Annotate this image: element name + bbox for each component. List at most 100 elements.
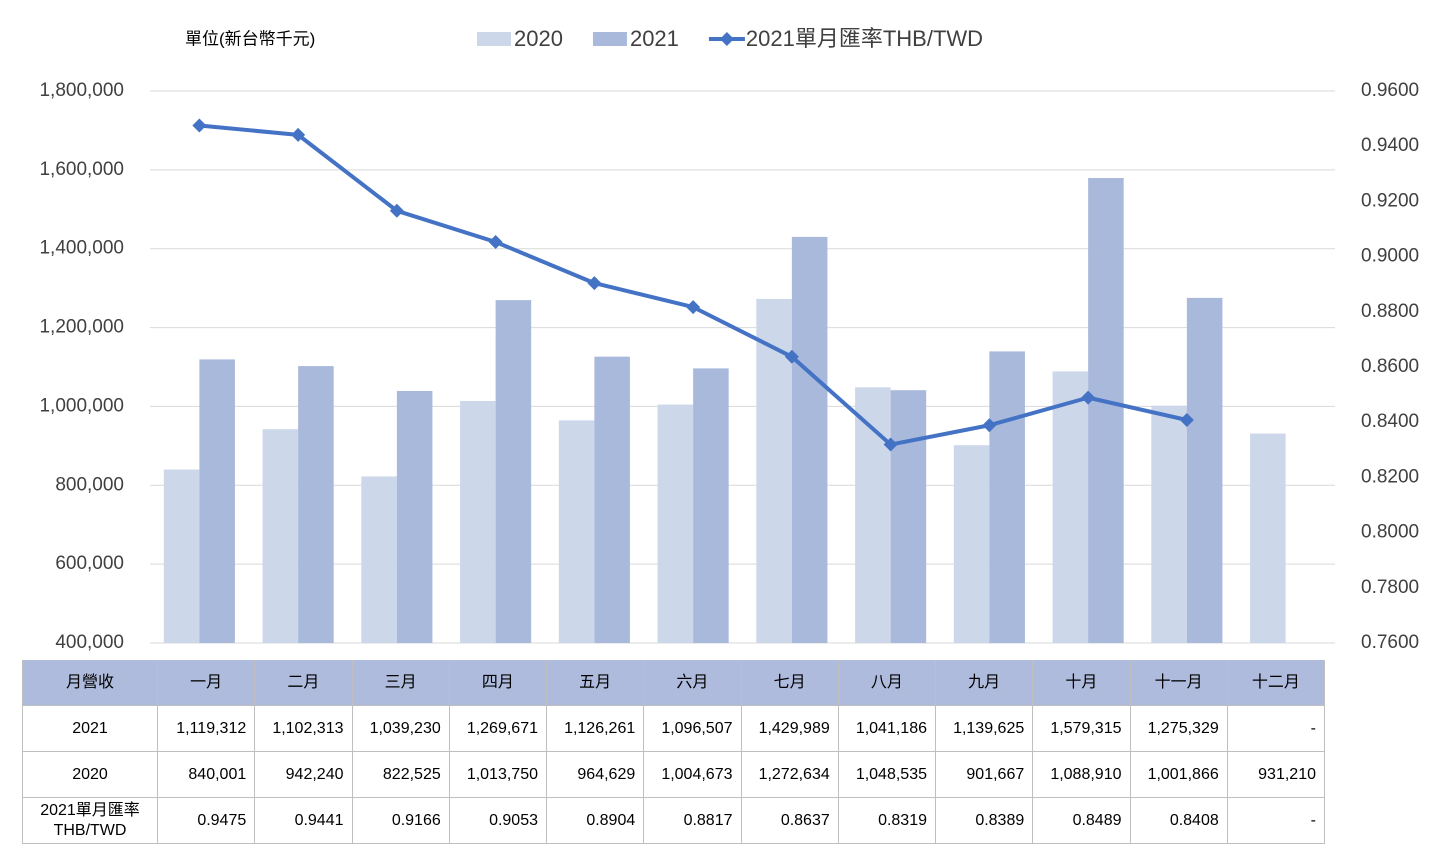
table-value: 1,126,261 — [547, 706, 645, 752]
table-value: 0.8904 — [547, 798, 645, 844]
bar — [558, 420, 595, 643]
table-value: 931,210 — [1227, 752, 1325, 798]
table-value: 1,041,186 — [838, 706, 936, 752]
y-tick-label: 1,000,000 — [39, 395, 124, 416]
y2-tick-label: 0.9000 — [1361, 246, 1419, 267]
table-value: 964,629 — [547, 752, 645, 798]
table-value: 1,579,315 — [1033, 706, 1131, 752]
legend-label: 2021 — [630, 26, 679, 51]
rate-marker — [192, 118, 207, 133]
table-value: 0.8817 — [644, 798, 742, 844]
table-value: 1,039,230 — [352, 706, 450, 752]
y2-tick-label: 0.9400 — [1361, 135, 1419, 156]
table-value: 0.8408 — [1130, 798, 1228, 844]
rate-marker — [982, 418, 997, 433]
table-value: 0.9053 — [449, 798, 547, 844]
table-value: 822,525 — [352, 752, 450, 798]
y2-tick-label: 0.7800 — [1361, 577, 1419, 598]
bar — [1151, 405, 1187, 643]
table-value: 0.9166 — [352, 798, 450, 844]
x-tick-label: 三月 — [352, 660, 450, 706]
x-tick-label: 十二月 — [1227, 660, 1325, 706]
rate-marker — [686, 300, 701, 315]
table-value: 0.8489 — [1033, 798, 1131, 844]
bar — [1250, 433, 1286, 643]
table-value: 1,102,313 — [255, 706, 353, 752]
row-label: 2020 — [22, 752, 158, 798]
x-tick-label: 五月 — [547, 660, 645, 706]
bar — [657, 404, 694, 643]
table-value: 0.9441 — [255, 798, 353, 844]
table-value: 0.8389 — [936, 798, 1034, 844]
y2-tick-label: 0.8800 — [1361, 301, 1419, 322]
unit-label: 單位(新台幣千元) — [185, 29, 315, 48]
y-tick-label: 600,000 — [55, 553, 124, 574]
table-value: 1,088,910 — [1033, 752, 1131, 798]
legend-marker — [719, 32, 734, 46]
table-value: 1,269,671 — [449, 706, 547, 752]
bar — [1088, 178, 1124, 643]
bar — [361, 476, 397, 643]
bar — [396, 390, 433, 643]
x-tick-label: 七月 — [741, 660, 839, 706]
bar — [1186, 297, 1223, 643]
rate-marker — [587, 276, 602, 291]
x-tick-label: 一月 — [158, 660, 256, 706]
bar — [460, 401, 496, 643]
table-value: 840,001 — [158, 752, 256, 798]
table-value: 1,004,673 — [644, 752, 742, 798]
bar — [594, 356, 630, 643]
legend-swatch — [477, 32, 511, 46]
legend-swatch — [592, 32, 627, 46]
table-value: 0.8637 — [741, 798, 839, 844]
table-value: 0.8319 — [838, 798, 936, 844]
table-value: 901,667 — [936, 752, 1034, 798]
x-tick-label: 九月 — [936, 660, 1034, 706]
x-tick-label: 四月 — [449, 660, 547, 706]
rate-marker — [488, 234, 503, 249]
table-value: 1,096,507 — [644, 706, 742, 752]
table-value: 1,139,625 — [936, 706, 1034, 752]
y2-tick-label: 0.8400 — [1361, 411, 1419, 432]
rate-marker — [1179, 412, 1194, 427]
table-value: 1,119,312 — [158, 706, 256, 752]
legend-label: 2020 — [514, 26, 563, 51]
row-label: 2021單月匯率THB/TWD — [22, 798, 158, 844]
x-tick-label: 八月 — [838, 660, 936, 706]
legend-label: 2021單月匯率THB/TWD — [746, 26, 983, 51]
bar — [693, 368, 729, 643]
y2-tick-label: 0.7600 — [1361, 632, 1419, 653]
y-tick-label: 1,200,000 — [39, 317, 124, 338]
x-tick-label: 二月 — [255, 660, 353, 706]
table-value: 1,001,866 — [1130, 752, 1228, 798]
table-value: 1,013,750 — [449, 752, 547, 798]
y2-tick-label: 0.8200 — [1361, 466, 1419, 487]
y2-tick-label: 0.8600 — [1361, 356, 1419, 377]
bar — [855, 387, 891, 643]
chart: 單位(新台幣千元) 400,000 600,000 800,000 1,000,000… — [39, 26, 1419, 653]
x-tick-label: 六月 — [644, 660, 742, 706]
rate-marker — [291, 127, 306, 142]
rate-marker — [784, 349, 799, 364]
bar — [890, 390, 927, 643]
table-value: 1,272,634 — [741, 752, 839, 798]
table-value: 1,048,535 — [838, 752, 936, 798]
x-tick-label: 十一月 — [1130, 660, 1228, 706]
y2-tick-label: 0.8000 — [1361, 522, 1419, 543]
table-value: 1,275,329 — [1130, 706, 1228, 752]
bar — [1052, 371, 1089, 643]
bar — [953, 445, 990, 643]
bar — [495, 300, 532, 643]
bar — [199, 359, 235, 643]
y-tick-label: 1,800,000 — [39, 80, 124, 101]
y-tick-label: 400,000 — [55, 632, 124, 653]
table-value: 942,240 — [255, 752, 353, 798]
y2-tick-label: 0.9200 — [1361, 190, 1419, 211]
bar — [791, 236, 828, 643]
bar — [989, 351, 1025, 643]
rate-marker — [389, 203, 404, 218]
rate-marker — [883, 437, 898, 452]
y2-tick-label: 0.9600 — [1361, 80, 1419, 101]
table-value: - — [1227, 798, 1325, 844]
